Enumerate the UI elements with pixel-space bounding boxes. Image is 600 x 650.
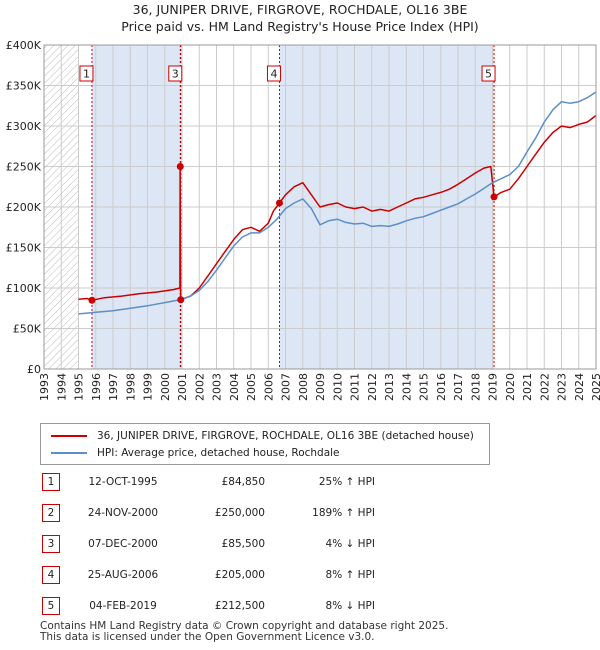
y-tick-label: £150K (6, 242, 42, 255)
sale-point (177, 296, 185, 304)
x-tick-label: 1999 (142, 373, 155, 401)
sales-table: 1 12-OCT-1995 £84,850 25% ↑ HPI 2 24-NOV… (40, 472, 560, 620)
x-tick-label: 2025 (590, 373, 600, 401)
y-tick-label: £200K (6, 201, 42, 214)
price-chart: 1 3 4 5 £0 £50K £100K £150K £200K £250K £300K £350K… (6, 39, 600, 401)
x-tick-label: 2013 (383, 373, 396, 401)
x-tick-label: 2010 (331, 373, 344, 401)
x-tick-label: 2002 (193, 373, 206, 401)
sale-number-box: 1 (42, 473, 60, 491)
sale-hpi-diff: 4% ↓ HPI (325, 538, 375, 550)
x-tick-label: 2011 (349, 373, 362, 401)
sale-date: 12-OCT-1995 (88, 476, 158, 488)
sale-price: £84,850 (221, 476, 265, 488)
sale-price: £85,500 (221, 538, 265, 550)
sale-box (79, 65, 94, 82)
sale-row: 5 04-FEB-2019 £212,500 8% ↓ HPI (40, 596, 560, 620)
x-tick-label: 2004 (228, 373, 241, 401)
sale-date: 07-DEC-2000 (88, 538, 158, 550)
sale-hpi-diff: 189% ↑ HPI (312, 507, 375, 519)
legend-item-hpi: HPI: Average price, detached house, Roch… (51, 445, 340, 461)
x-tick-label: 2007 (280, 373, 293, 401)
sale-number-box: 3 (42, 535, 60, 553)
x-tick-label: 2001 (176, 373, 189, 401)
footer-copyright: Contains HM Land Registry data © Crown c… (40, 620, 449, 632)
x-tick-label: 2012 (366, 373, 379, 401)
x-tick-label: 2018 (469, 373, 482, 401)
x-tick-label: 2021 (521, 373, 534, 401)
y-tick-label: £350K (6, 80, 42, 93)
sale-point (490, 193, 498, 201)
sale-box (168, 65, 183, 82)
legend-label-property: 36, JUNIPER DRIVE, FIRGROVE, ROCHDALE, O… (97, 430, 474, 442)
x-tick-label: 2006 (262, 373, 275, 401)
sale-number-box: 5 (42, 597, 60, 615)
sale-hpi-diff: 8% ↓ HPI (325, 600, 375, 612)
sale-row: 4 25-AUG-2006 £205,000 8% ↑ HPI (40, 565, 560, 589)
x-tick-label: 2024 (573, 373, 586, 401)
plot-frame (43, 44, 597, 370)
x-tick-label: 2023 (556, 373, 569, 401)
sale-hpi-diff: 8% ↑ HPI (325, 569, 375, 581)
legend-label-hpi: HPI: Average price, detached house, Roch… (97, 447, 340, 459)
sale-row: 3 07-DEC-2000 £85,500 4% ↓ HPI (40, 534, 560, 558)
x-tick-label: 2015 (418, 373, 431, 401)
sale-box (266, 65, 281, 82)
legend-swatch-property (51, 435, 87, 437)
sale-number-box: 4 (42, 566, 60, 584)
sale-number-box: 2 (42, 504, 60, 522)
series-line-hpi (78, 91, 597, 315)
y-tick-label: £300K (6, 120, 42, 133)
chart-subtitle: Price paid vs. HM Land Registry's House … (121, 19, 479, 34)
sale-date: 04-FEB-2019 (89, 600, 157, 612)
sale-point (275, 199, 283, 207)
y-tick-label: £50K (13, 323, 42, 336)
sale-box (481, 65, 496, 82)
x-tick-label: 2017 (452, 373, 465, 401)
x-tick-label: 2009 (314, 373, 327, 401)
legend-swatch-hpi (51, 452, 87, 454)
x-tick-label: 2022 (538, 373, 551, 401)
x-tick-label: 2003 (211, 373, 224, 401)
y-tick-label: £100K (6, 282, 42, 295)
x-tick-label: 2000 (159, 373, 172, 401)
sale-row: 1 12-OCT-1995 £84,850 25% ↑ HPI (40, 472, 560, 496)
x-tick-label: 1998 (124, 373, 137, 401)
sale-box-label: 4 (270, 68, 277, 81)
x-tick-label: 2019 (487, 373, 500, 401)
y-tick-label: £400K (6, 39, 42, 52)
legend: 36, JUNIPER DRIVE, FIRGROVE, ROCHDALE, O… (40, 423, 490, 465)
sale-box-label: 3 (172, 68, 179, 81)
sale-box-label: 5 (485, 68, 492, 81)
footer-license: This data is licensed under the Open Gov… (40, 631, 375, 643)
x-tick-label: 2005 (245, 373, 258, 401)
x-tick-label: 2016 (435, 373, 448, 401)
sale-box-label: 1 (83, 68, 90, 81)
sale-point (88, 296, 96, 304)
footer: Contains HM Land Registry data © Crown c… (40, 621, 448, 643)
sale-date: 24-NOV-2000 (87, 507, 159, 519)
sale-hpi-diff: 25% ↑ HPI (318, 476, 375, 488)
sale-price: £250,000 (214, 507, 265, 519)
x-tick-label: 2014 (400, 373, 413, 401)
x-tick-label: 2008 (297, 373, 310, 401)
x-tick-label: 1997 (107, 373, 120, 401)
x-tick-label: 1993 (38, 373, 51, 401)
chart-title: 36, JUNIPER DRIVE, FIRGROVE, ROCHDALE, O… (132, 2, 468, 17)
legend-item-property: 36, JUNIPER DRIVE, FIRGROVE, ROCHDALE, O… (51, 428, 474, 444)
x-tick-label: 1995 (73, 373, 86, 401)
sale-point (176, 163, 184, 170)
x-tick-label: 2020 (504, 373, 517, 401)
y-tick-label: £250K (6, 161, 42, 174)
sale-price: £212,500 (214, 600, 265, 612)
sale-row: 2 24-NOV-2000 £250,000 189% ↑ HPI (40, 503, 560, 527)
x-tick-label: 1996 (90, 373, 103, 401)
sale-price: £205,000 (214, 569, 265, 581)
y-tick-label: £0 (27, 363, 41, 376)
sale-date: 25-AUG-2006 (87, 569, 159, 581)
x-tick-label: 1994 (55, 373, 68, 401)
